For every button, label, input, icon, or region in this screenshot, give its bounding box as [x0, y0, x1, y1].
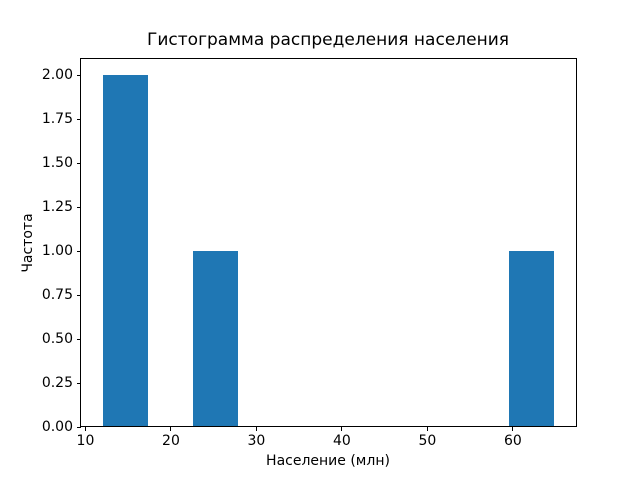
x-axis-label: Население (млн): [266, 453, 390, 469]
histogram-bar: [102, 75, 148, 428]
y-tick-label: 0.00: [41, 419, 73, 436]
y-tick-label: 0.50: [41, 331, 73, 348]
y-tick-label: 1.75: [41, 111, 73, 128]
x-tick-label: 20: [162, 433, 180, 449]
y-tick-mark: [76, 118, 81, 120]
x-tick-label: 50: [418, 433, 437, 449]
chart-title: Гистограмма распределения населения: [147, 30, 509, 50]
x-tick-label: 60: [503, 433, 522, 449]
y-tick-mark: [76, 206, 81, 208]
y-tick-label: 1.00: [41, 243, 73, 260]
x-tick-label: 40: [333, 433, 351, 449]
y-tick-mark: [76, 338, 81, 340]
y-tick-mark: [76, 426, 81, 428]
histogram-bar: [508, 251, 554, 428]
x-tick-label: 30: [247, 433, 266, 449]
x-tick-mark: [426, 427, 428, 432]
y-axis-label: Частота: [20, 212, 36, 273]
y-tick-label: 1.25: [41, 199, 73, 216]
x-tick-mark: [170, 427, 172, 432]
y-tick-mark: [76, 294, 81, 296]
x-tick-mark: [341, 427, 343, 432]
y-tick-mark: [76, 162, 81, 164]
y-tick-label: 0.75: [41, 287, 73, 304]
y-tick-label: 0.25: [41, 375, 73, 392]
x-tick-mark: [512, 427, 514, 432]
y-tick-mark: [76, 382, 81, 384]
y-tick-mark: [76, 250, 81, 252]
x-tick-label: 10: [76, 433, 95, 449]
y-tick-label: 2.00: [41, 67, 73, 84]
x-tick-mark: [255, 427, 257, 432]
y-tick-label: 1.50: [41, 155, 73, 172]
y-tick-mark: [76, 74, 81, 76]
x-tick-mark: [84, 427, 86, 432]
histogram-bar: [192, 251, 238, 428]
plot-area-frame: [80, 57, 577, 428]
